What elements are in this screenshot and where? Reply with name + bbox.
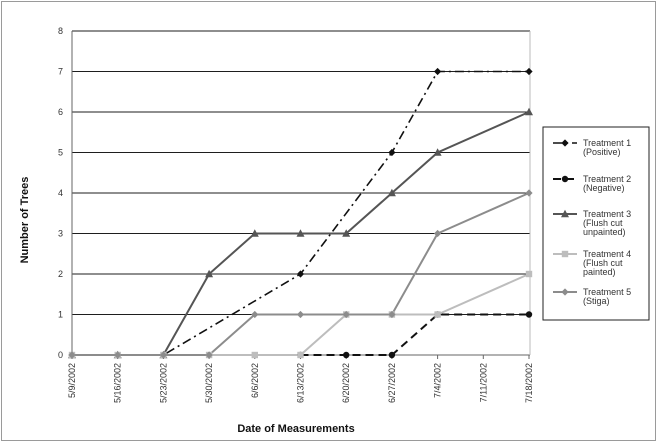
- y-tick-label: 1: [58, 310, 63, 320]
- legend-marker: [561, 288, 569, 296]
- legend-label: Treatment 4: [583, 249, 631, 259]
- legend-marker: [561, 139, 569, 147]
- data-point-treatment-2: [343, 351, 350, 359]
- legend-label: (Stiga): [583, 296, 610, 306]
- data-point-treatment-4: [525, 270, 533, 278]
- data-point-treatment-5: [205, 351, 213, 359]
- x-tick-label: 5/9/2002: [67, 363, 77, 398]
- legend-label: Treatment 5: [583, 287, 631, 297]
- data-point-treatment-5: [68, 351, 76, 359]
- data-point-treatment-3: [433, 148, 442, 156]
- data-point-treatment-1: [434, 67, 442, 76]
- legend-label: Treatment 1: [583, 138, 631, 148]
- y-tick-label: 5: [58, 148, 63, 158]
- legend: Treatment 1(Positive) Treatment 2(Negativ…: [542, 126, 650, 321]
- x-tick-label: 7/4/2002: [433, 363, 443, 398]
- data-point-treatment-4: [251, 351, 258, 359]
- legend-label: painted): [583, 267, 616, 277]
- data-point-treatment-1: [388, 148, 396, 157]
- legend-label: (Positive): [583, 147, 621, 157]
- data-point-treatment-1: [525, 67, 533, 76]
- legend-marker: [561, 250, 569, 258]
- data-point-treatment-5: [434, 229, 442, 238]
- data-point-treatment-5: [342, 310, 350, 319]
- y-axis-title: Number of Trees: [19, 177, 31, 264]
- y-tick-label: 2: [58, 269, 63, 279]
- data-point-treatment-5: [114, 351, 122, 359]
- y-tick-label: 8: [58, 26, 63, 36]
- data-point-treatment-3: [296, 229, 305, 237]
- legend-box: [542, 126, 650, 321]
- y-tick-label: 3: [58, 229, 63, 239]
- x-tick-label: 6/13/2002: [296, 363, 306, 403]
- x-tick-label: 5/30/2002: [204, 363, 214, 403]
- data-point-treatment-3: [205, 269, 214, 278]
- data-point-treatment-4: [434, 311, 441, 318]
- data-point-treatment-3: [525, 107, 533, 116]
- x-tick-label: 5/23/2002: [158, 363, 168, 403]
- x-tick-label: 6/20/2002: [341, 363, 351, 403]
- y-tick-label: 6: [58, 107, 63, 117]
- x-tick-label: 6/27/2002: [387, 363, 397, 403]
- legend-label: Treatment 2: [583, 174, 631, 184]
- y-tick-label: 0: [58, 350, 63, 360]
- data-point-treatment-5: [525, 189, 533, 197]
- x-tick-label: 7/18/2002: [524, 363, 534, 403]
- data-point-treatment-4: [297, 351, 304, 359]
- legend-label: (Flush cut: [583, 218, 623, 228]
- data-point-treatment-5: [388, 310, 396, 319]
- y-tick-label: 4: [58, 188, 63, 198]
- data-point-treatment-1: [296, 270, 305, 278]
- data-point-treatment-2: [525, 311, 533, 318]
- x-tick-label: 7/11/2002: [478, 363, 488, 402]
- data-point-treatment-3: [342, 229, 351, 237]
- data-point-treatment-5: [159, 351, 167, 359]
- legend-item-treatment-1: Treatment 1(Positive): [553, 138, 631, 157]
- data-point-treatment-3: [387, 188, 396, 197]
- data-point-treatment-5: [296, 310, 305, 319]
- y-tick-label: 7: [58, 67, 63, 77]
- series-line-treatment-2: [300, 313, 529, 356]
- x-axis-title: Date of Measurements: [237, 423, 354, 435]
- legend-label: (Negative): [583, 183, 625, 193]
- legend-label: (Flush cut: [583, 258, 623, 268]
- legend-marker: [561, 175, 569, 183]
- x-tick-label: 6/6/2002: [250, 363, 260, 398]
- legend-label: Treatment 3: [583, 209, 631, 219]
- x-tick-label: 5/16/2002: [113, 363, 123, 403]
- legend-marker: [561, 209, 569, 218]
- data-point-treatment-3: [250, 229, 259, 237]
- legend-label: unpainted): [583, 227, 626, 237]
- legend-item-treatment-5: Treatment 5(Stiga): [553, 287, 631, 306]
- data-point-treatment-5: [251, 310, 259, 319]
- series-line-treatment-5: [72, 192, 530, 356]
- legend-item-treatment-2: Treatment 2(Negative): [553, 174, 631, 193]
- data-point-treatment-2: [388, 351, 396, 359]
